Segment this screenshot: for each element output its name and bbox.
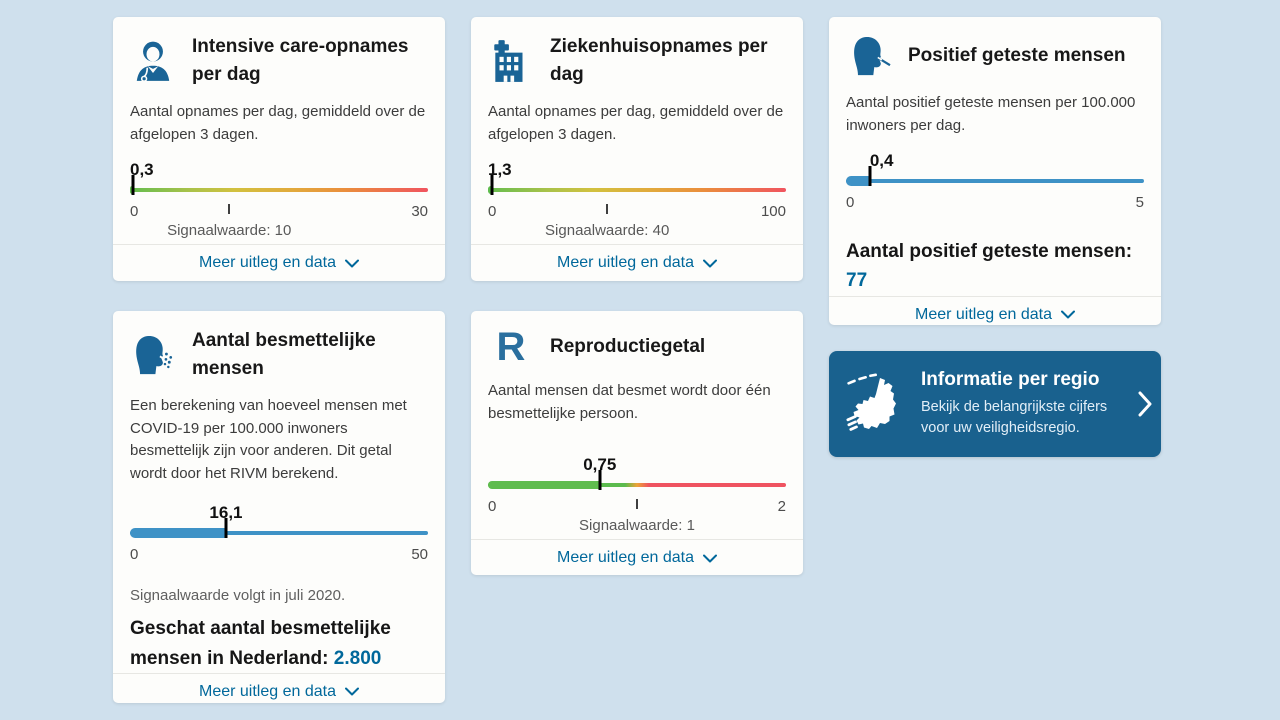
gauge-axis: 0 100: [488, 203, 786, 220]
card-reproductiegetal: R Reproductiegetal Aantal mensen dat bes…: [471, 311, 803, 575]
gauge-track: [130, 188, 428, 193]
axis-max: 30: [411, 203, 428, 221]
chevron-down-icon: [344, 687, 359, 696]
infectious-gauge: 16,1 0 50: [130, 503, 428, 563]
more-info-link[interactable]: Meer uitleg en data: [113, 672, 445, 710]
card-title: Ziekenhuisopnames per dag: [550, 36, 768, 85]
signal-label-row: Signaalwaarde: 1: [579, 517, 695, 534]
card-ic-opnames: Intensive care-opnames per dag Aantal op…: [113, 17, 445, 281]
gauge-axis: 0 2: [488, 498, 786, 515]
netherlands-map-icon: [845, 371, 907, 438]
signal-tick: [606, 204, 609, 215]
tested-person-icon: [846, 33, 892, 79]
gauge-fill: [488, 186, 492, 195]
hospital-gauge: 1,3 0 100 Signaalwaarde: 40: [488, 160, 786, 244]
signal-tick: [636, 499, 638, 509]
more-info-link[interactable]: Meer uitleg en data: [471, 244, 803, 281]
gauge-value-marker: [490, 175, 494, 196]
card-description: Aantal mensen dat besmet wordt door één …: [488, 382, 771, 422]
region-card-subtitle: Bekijk de belangrijkste cijfers voor uw …: [921, 398, 1108, 436]
reproduction-gauge: 0,75 0 2 Signaalwaarde: 1: [488, 455, 786, 539]
gauge-value-marker: [598, 470, 602, 490]
more-info-link[interactable]: Meer uitleg en data: [113, 244, 445, 281]
total-positive-statement: Aantal positief geteste mensen: 77: [846, 241, 1133, 292]
card-ziekenhuisopnames: Ziekenhuisopnames per dag Aantal opnames…: [471, 17, 803, 281]
axis-min: 0: [130, 203, 139, 221]
card-description: Aantal opnames per dag, gemiddeld over d…: [130, 103, 426, 143]
signal-value-note: Signaalwaarde volgt in juli 2020.: [130, 587, 346, 605]
signal-tick: [228, 204, 231, 215]
card-besmettelijke-mensen: Aantal besmettelijke mensen Een berekeni…: [113, 311, 445, 703]
chevron-down-icon: [702, 259, 717, 268]
card-description: Aantal positief geteste mensen per 100.0…: [846, 94, 1136, 134]
card-title: Reproductiegetal: [550, 336, 706, 358]
card-title: Aantal besmettelijke mensen: [192, 330, 376, 379]
card-description: Aantal opnames per dag, gemiddeld over d…: [488, 103, 784, 143]
axis-max: 5: [1135, 194, 1144, 211]
card-title: Positief geteste mensen: [908, 45, 1126, 67]
axis-max: 100: [760, 203, 786, 221]
gauge-value-label: 1,3: [488, 160, 512, 180]
chevron-down-icon: [344, 259, 359, 268]
gauge-track: [846, 179, 1144, 183]
chevron-right-icon: [1137, 390, 1157, 418]
nurse-icon: [130, 38, 176, 84]
chevron-down-icon: [1060, 310, 1075, 319]
statement-value: 2.800: [333, 647, 382, 669]
gauge-value-marker: [131, 175, 135, 196]
axis-max: 50: [411, 546, 428, 564]
signal-label-row: Signaalwaarde: 10: [167, 222, 292, 240]
region-card-title: Informatie per regio: [921, 368, 1100, 390]
gauge-fill: [846, 176, 870, 186]
gauge-value-label: 0,3: [130, 160, 154, 180]
gauge-value-marker: [224, 518, 228, 539]
gauge-value-label: 16,1: [209, 503, 243, 523]
gauge-value-label: 0,4: [869, 151, 894, 170]
axis-min: 0: [488, 498, 497, 515]
region-info-card[interactable]: Informatie per regio Bekijk de belangrij…: [829, 351, 1161, 457]
positive-tests-gauge: 0,4 0 5: [846, 151, 1144, 211]
gauge-track: [488, 483, 786, 487]
more-info-link[interactable]: Meer uitleg en data: [471, 539, 803, 576]
card-title: Intensive care-opnames per dag: [192, 36, 409, 85]
gauge-value-label: 0,75: [583, 455, 617, 474]
gauge-fill: [488, 481, 600, 489]
reproduction-r-icon: R: [496, 325, 526, 369]
chevron-down-icon: [702, 554, 717, 562]
signal-label-row: Signaalwaarde: 40: [545, 222, 670, 240]
axis-max: 2: [777, 498, 786, 515]
more-info-link[interactable]: Meer uitleg en data: [829, 295, 1161, 333]
ic-gauge: 0,3 0 30 Signaalwaarde: 10: [130, 160, 428, 244]
axis-min: 0: [130, 546, 139, 564]
gauge-axis: 0 50: [130, 546, 428, 563]
statement-value: 77: [846, 270, 868, 292]
axis-min: 0: [488, 203, 497, 221]
gauge-value-marker: [868, 166, 872, 186]
gauge-track: [488, 188, 786, 193]
card-positief-getest: Positief geteste mensen Aantal positief …: [829, 17, 1161, 325]
gauge-axis: 0 30: [130, 203, 428, 220]
hospital-icon: [488, 38, 534, 84]
card-description: Een berekening van hoeveel mensen met CO…: [130, 397, 407, 482]
gauge-fill: [130, 528, 226, 539]
infectious-person-icon: [130, 332, 176, 378]
estimated-total-statement: Geschat aantal besmettelijke mensen in N…: [130, 618, 391, 669]
axis-min: 0: [846, 194, 855, 211]
gauge-axis: 0 5: [846, 194, 1144, 211]
gauge-track: [130, 531, 428, 536]
